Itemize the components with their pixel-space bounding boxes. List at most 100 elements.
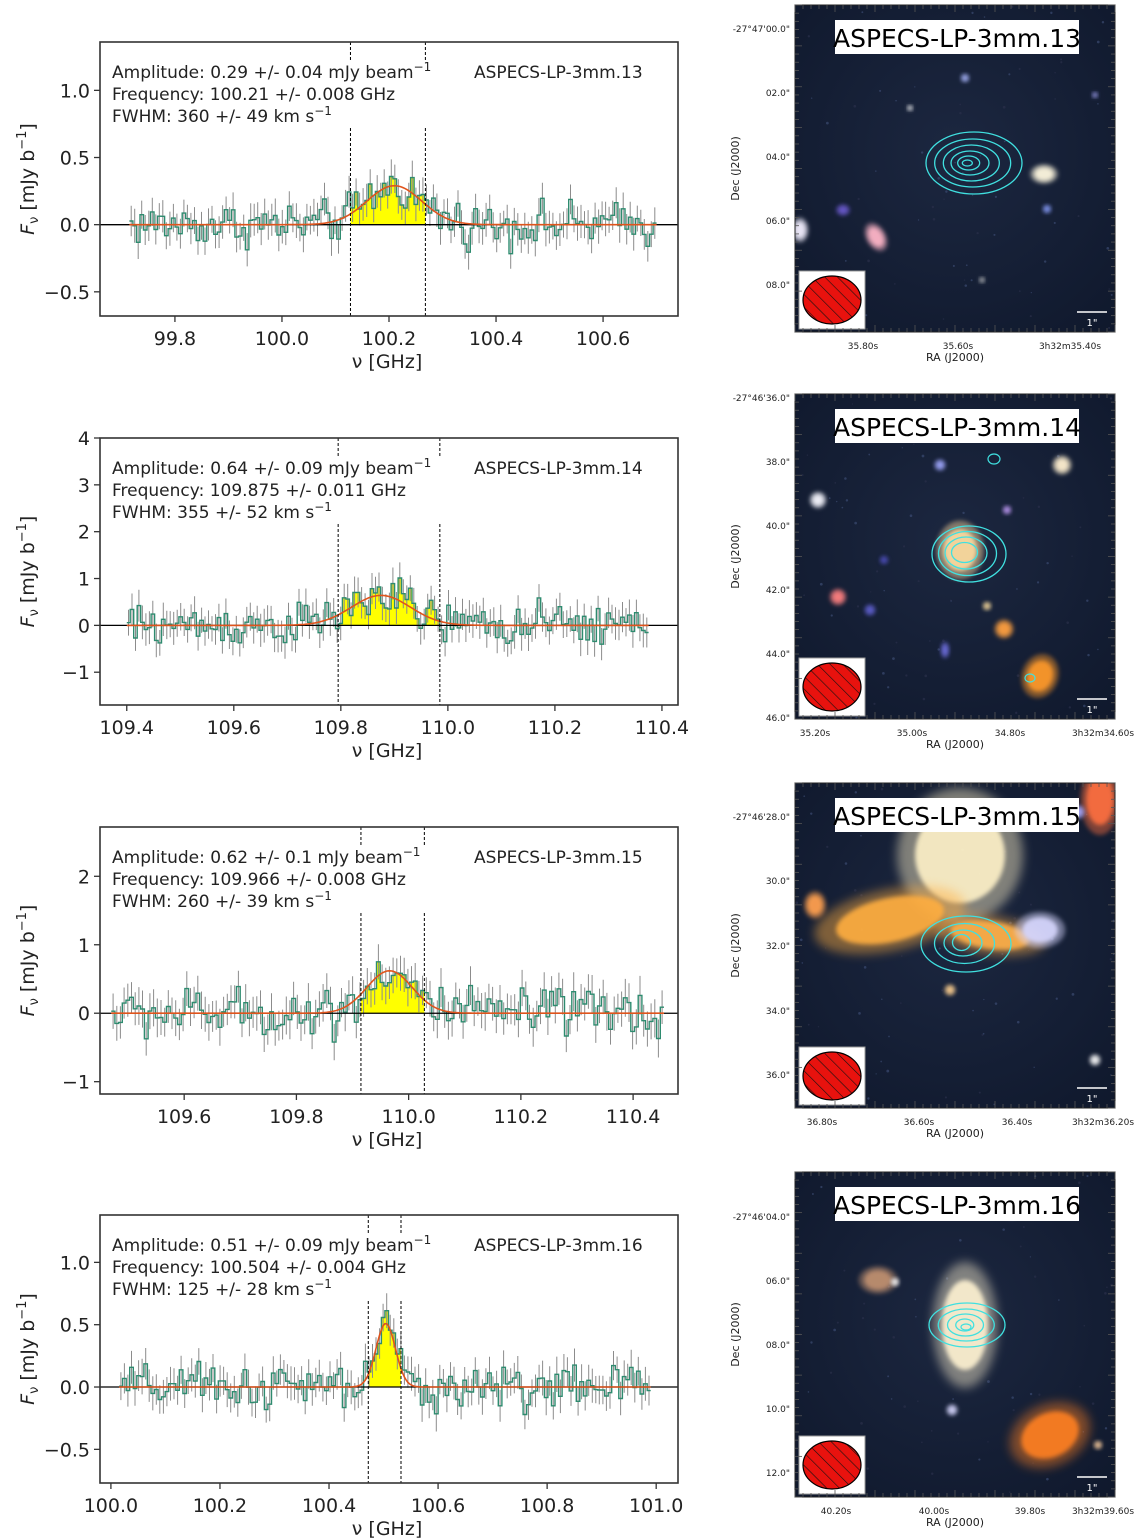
noise-speck: [807, 35, 811, 38]
fwhm-sup: −1: [314, 1277, 332, 1291]
y-tick-label: −0.5: [44, 282, 90, 304]
noise-speck: [1022, 1226, 1025, 1228]
y-tick-label: 0: [78, 615, 90, 637]
noise-speck: [965, 264, 968, 267]
y-label-symbol: F: [17, 615, 39, 627]
noise-speck: [880, 787, 884, 791]
y-tick-label: 0.5: [60, 1315, 90, 1337]
noise-speck: [1068, 706, 1071, 709]
plot-area: [100, 944, 678, 1061]
noise-speck: [976, 231, 979, 235]
noise-speck: [899, 1002, 902, 1004]
co-contour: [961, 159, 973, 167]
noise-speck: [882, 671, 885, 675]
noise-speck: [892, 657, 895, 660]
dec-tick-label: 04.0": [766, 153, 790, 163]
noise-speck: [1019, 1245, 1022, 1248]
plot-area: [100, 159, 678, 270]
co-contour: [955, 1318, 975, 1332]
galaxy-core: [997, 622, 1011, 636]
x-tick-label: 109.6: [207, 717, 261, 739]
noise-speck: [916, 1400, 919, 1403]
co-contour: [920, 915, 1012, 973]
y-label-superscript: −1: [15, 131, 30, 150]
noise-speck: [1079, 1386, 1081, 1388]
noise-speck: [1106, 246, 1110, 250]
x-tick-label: 110.0: [421, 717, 475, 739]
y-label-unit: [mJy b: [17, 150, 39, 217]
image-stamp: ASPECS-LP-3mm.15 1" -27°46'28.0" 30.0" 32.0"…: [729, 782, 1134, 1140]
x-tick-label: 101.0: [629, 1495, 683, 1517]
noise-speck: [868, 453, 871, 456]
co-contour: [931, 525, 1007, 583]
galaxy-core: [1095, 1442, 1101, 1448]
co-contour: [934, 138, 1012, 188]
noise-speck: [909, 514, 913, 518]
y-tick-label: 4: [78, 428, 90, 450]
ra-tick-label: 35.00s: [897, 729, 928, 739]
co-contour: [942, 144, 1000, 182]
noise-speck: [829, 1371, 833, 1374]
noise-speck: [858, 1012, 861, 1015]
ra-tick-label: 3h32m34.60s: [1072, 729, 1134, 739]
noise-speck: [1097, 648, 1099, 651]
noise-speck: [1055, 997, 1058, 1000]
noise-speck: [937, 648, 940, 651]
noise-speck: [952, 1398, 955, 1400]
dec-tick-label: 42.0": [766, 586, 790, 596]
dec-tick-label: 06.0": [766, 1277, 790, 1287]
ra-tick-label: 3h32m35.40s: [1039, 342, 1101, 352]
galaxy-core: [1044, 206, 1050, 212]
y-label-unit: [mJy b: [17, 931, 39, 998]
beam-ellipse: [802, 1051, 862, 1101]
beam-box: [798, 1046, 866, 1106]
ra-tick-label: 40.00s: [919, 1507, 950, 1517]
fwhm-annotation: FWHM: 360 +/- 49 km s−1: [112, 104, 332, 127]
galaxy-core: [980, 278, 984, 282]
x-tick-label: 110.2: [528, 717, 582, 739]
y-label-unit: [mJy b: [17, 1320, 39, 1387]
noise-speck: [1097, 103, 1099, 105]
x-tick-label: 109.4: [100, 717, 154, 739]
stamp-title-box: ASPECS-LP-3mm.13: [833, 20, 1081, 54]
dec-axis-label: Dec (J2000): [729, 136, 742, 201]
dec-tick-label: 32.0": [766, 942, 790, 952]
ra-tick-label: 36.80s: [807, 1118, 838, 1128]
galaxy-core: [1091, 1056, 1099, 1064]
noise-speck: [924, 480, 927, 483]
noise-speck: [1087, 653, 1090, 657]
noise-speck: [845, 499, 849, 502]
x-tick-label: 100.8: [520, 1495, 574, 1517]
y-label-subscript: ν: [27, 998, 42, 1005]
noise-speck: [1029, 1256, 1032, 1258]
co-contour: [944, 536, 988, 570]
noise-speck: [917, 219, 920, 221]
noise-speck: [1058, 1299, 1060, 1301]
noise-speck: [857, 197, 860, 201]
beam-box: [798, 657, 866, 717]
x-axis-label: ν [GHz]: [352, 1129, 422, 1151]
amplitude-text: Amplitude: 0.64 +/- 0.09 mJy beam: [112, 459, 414, 479]
noise-speck: [914, 1298, 917, 1301]
fwhm-annotation: FWHM: 355 +/- 52 km s−1: [112, 500, 332, 523]
noise-speck: [841, 506, 844, 509]
noise-speck: [920, 151, 924, 154]
noise-speck: [928, 640, 931, 642]
noise-speck: [1018, 67, 1021, 70]
noise-speck: [875, 170, 877, 172]
noise-speck: [817, 1026, 820, 1028]
stamps-column: ASPECS-LP-3mm.13 1" -27°47'00.0" 02.0" 04.0"…: [729, 4, 1134, 1529]
noise-speck: [1110, 293, 1113, 296]
noise-speck: [1086, 1174, 1089, 1178]
stamp-title: ASPECS-LP-3mm.16: [833, 1191, 1081, 1220]
noise-speck: [903, 1405, 906, 1408]
galaxy-core: [946, 986, 954, 994]
axes-frame: [99, 826, 679, 1095]
noise-speck: [983, 998, 985, 1001]
galaxy-core: [908, 106, 912, 110]
beam-ellipse: [802, 1440, 862, 1490]
ra-axis-label: RA (J2000): [926, 1516, 984, 1529]
noise-speck: [861, 1317, 865, 1320]
stamp-title-bg: [835, 1187, 1079, 1221]
